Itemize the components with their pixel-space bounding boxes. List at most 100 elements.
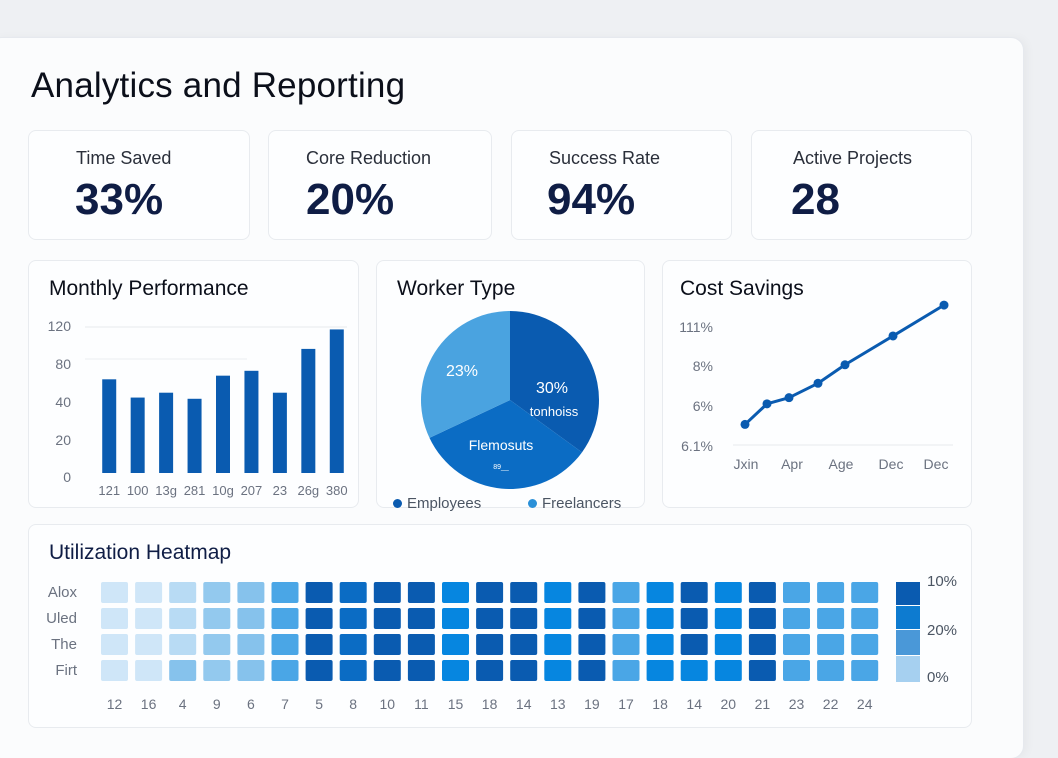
heatmap-cell	[407, 582, 435, 603]
heatmap-cell	[646, 608, 674, 629]
heatmap-cell	[476, 660, 504, 681]
worker-type-card: Worker Type 30% tonhoiss Flemosuts 89__ 23% …	[376, 260, 645, 512]
slice-label: 89__	[493, 464, 509, 471]
row-label: The	[51, 636, 77, 653]
column-label: 18	[652, 696, 668, 712]
x-tick-label: Apr	[781, 456, 803, 472]
heatmap-cell	[271, 582, 299, 603]
heatmap-cell	[714, 634, 742, 655]
x-tick-label: Dec	[879, 456, 904, 472]
heatmap-cell	[578, 608, 606, 629]
kpi-value: 28	[791, 175, 840, 224]
heatmap-cell	[101, 660, 128, 681]
heatmap-cell	[646, 660, 674, 681]
heatmap-cell	[373, 660, 401, 681]
heatmap-cell	[271, 660, 299, 681]
data-point	[762, 399, 772, 409]
heatmap-cell	[135, 660, 163, 681]
heatmap-cell	[101, 608, 128, 629]
y-tick-label: 6%	[693, 398, 713, 414]
heatmap-cell	[748, 660, 776, 681]
legend-label: 0%	[927, 669, 949, 686]
x-tick-label: Jxin	[734, 456, 759, 472]
heatmap-cell	[680, 582, 708, 603]
kpi-label: Core Reduction	[306, 148, 432, 168]
slice-label: tonhoiss	[530, 404, 579, 419]
y-tick-label: 20	[55, 432, 71, 448]
heatmap-cell	[510, 660, 538, 681]
x-tick-label: 100	[127, 483, 149, 498]
heatmap-cell	[442, 634, 469, 655]
cost-savings-card: Cost Savings 6.1% 6% 8% 111% Jxin Apr Age Dec De…	[662, 260, 972, 508]
x-tick-label: 121	[98, 483, 120, 498]
heatmap-chart: Alox Uled The Firt 12 16 4 9 6 7 5 8 10 11 15 18 14 13 19 1…	[46, 573, 957, 712]
heatmap-cell	[748, 634, 776, 655]
page-title: Analytics and Reporting	[31, 66, 406, 105]
y-tick-label: 8%	[693, 358, 713, 374]
column-label: 14	[686, 696, 702, 712]
heatmap-cell	[817, 608, 845, 629]
slice-label: Flemosuts	[469, 437, 534, 453]
column-label: 15	[448, 696, 464, 712]
heatmap-cell	[339, 660, 367, 681]
x-tick-label: 380	[326, 483, 348, 498]
heatmap-cell	[851, 608, 879, 629]
column-label: 10	[380, 696, 396, 712]
x-tick-label: 207	[241, 483, 263, 498]
heatmap-cell	[714, 660, 742, 681]
heatmap-cell	[680, 660, 708, 681]
heatmap-cell	[510, 634, 538, 655]
heatmap-cell	[305, 582, 333, 603]
heatmap-cell	[407, 660, 435, 681]
heatmap-cell	[817, 582, 845, 603]
slice-label: 23%	[446, 363, 478, 380]
heatmap-cell	[680, 634, 708, 655]
heatmap-cell	[748, 582, 776, 603]
heatmap-cell	[476, 608, 504, 629]
heatmap-cell	[271, 634, 299, 655]
bar	[159, 392, 174, 473]
heatmap-cell	[339, 634, 367, 655]
bar	[272, 392, 287, 473]
column-label: 6	[247, 696, 255, 712]
heatmap-cell	[783, 608, 810, 629]
heatmap-cell	[544, 660, 572, 681]
heatmap-cell	[203, 660, 231, 681]
heatmap-cell	[578, 660, 606, 681]
heatmap-cell	[305, 660, 333, 681]
column-label: 20	[721, 696, 737, 712]
legend-dot	[393, 499, 402, 508]
heatmap-cell	[578, 634, 606, 655]
legend-swatch	[896, 630, 920, 655]
column-label: 24	[857, 696, 873, 712]
heatmap-cell	[612, 582, 640, 603]
y-tick-label: 80	[55, 356, 71, 372]
heatmap-cell	[748, 608, 776, 629]
heatmap-cell	[646, 634, 674, 655]
kpi-value: 20%	[306, 175, 395, 224]
legend-item-freelancers: Freelancers	[528, 495, 621, 512]
legend-item-employees: Employees	[393, 495, 481, 512]
heatmap-cell	[203, 634, 231, 655]
heatmap-cell	[442, 582, 469, 603]
heatmap-cell	[442, 660, 469, 681]
heatmap-cell	[510, 608, 538, 629]
heatmap-cell	[476, 582, 504, 603]
slice-label: 30%	[536, 380, 568, 397]
legend-label: 20%	[927, 622, 957, 639]
bar	[329, 329, 344, 473]
heatmap-cell	[373, 582, 401, 603]
legend-label: Freelancers	[542, 495, 622, 512]
heatmap-cell	[203, 608, 231, 629]
data-point	[840, 360, 850, 370]
heatmap-cell	[169, 608, 197, 629]
column-label: 14	[516, 696, 532, 712]
column-label: 9	[213, 696, 221, 712]
column-label: 17	[618, 696, 634, 712]
y-tick-label: 40	[55, 394, 71, 410]
legend-label: Employees	[407, 495, 482, 512]
legend-dot	[528, 499, 537, 508]
column-label: 5	[315, 696, 323, 712]
utilization-heatmap-card: Utilization Heatmap Alox Uled The Firt 12 16 4…	[28, 524, 972, 728]
kpi-label: Active Projects	[793, 148, 913, 168]
